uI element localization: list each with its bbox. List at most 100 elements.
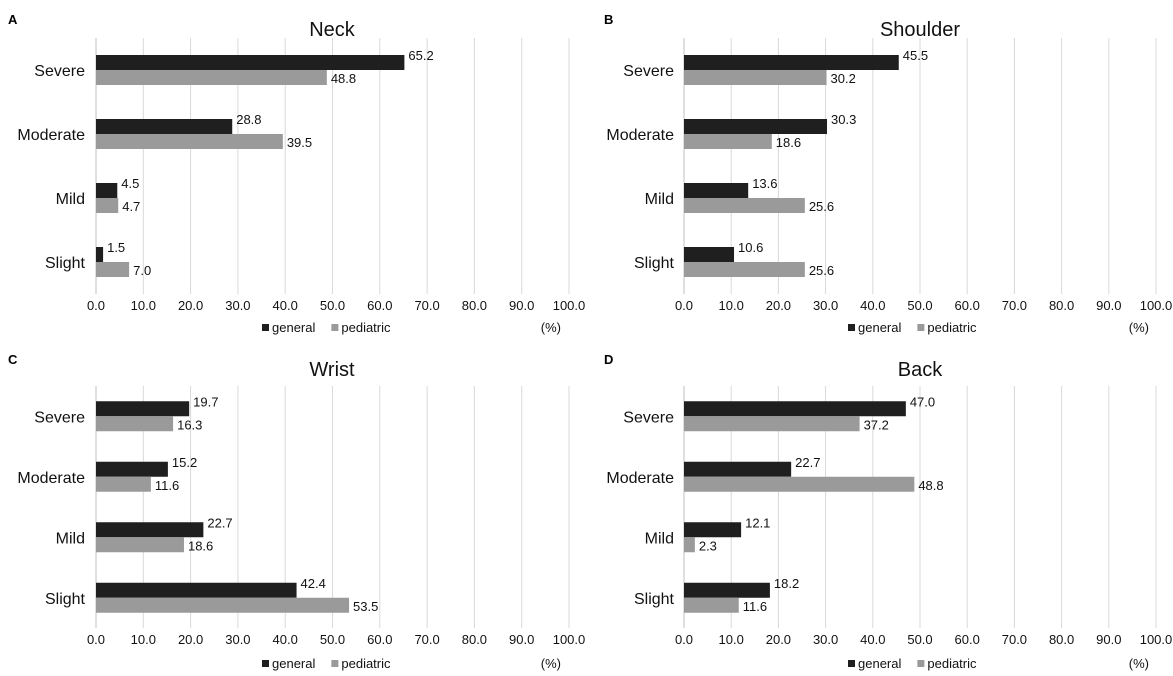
x-tick-label: 10.0 [719,632,744,647]
data-label-general: 1.5 [107,240,125,255]
bar-general-slight [684,582,770,598]
legend-label-general: general [858,656,901,671]
bar-pediatric-mild [96,198,119,213]
bar-pediatric-slight [684,262,805,277]
category-label: Moderate [606,470,674,487]
data-label-general: 28.8 [236,112,261,127]
legend-label-pediatric: pediatric [927,656,977,671]
panel-letter: B [604,12,613,27]
legend-swatch-general [262,660,269,667]
x-tick-label: 90.0 [1096,632,1121,647]
x-tick-label: 20.0 [766,632,791,647]
x-tick-label: 70.0 [414,632,439,647]
data-label-pediatric: 39.5 [287,135,312,150]
data-label-pediatric: 48.8 [331,71,356,86]
x-tick-label: 20.0 [178,632,203,647]
x-tick-label: 40.0 [273,632,298,647]
bar-general-slight [684,247,735,262]
legend-label-general: general [858,320,901,335]
data-label-pediatric: 11.6 [155,478,179,493]
bar-pediatric-slight [96,597,350,613]
x-tick-label: 10.0 [131,632,156,647]
x-tick-label: 30.0 [225,298,250,313]
data-label-general: 30.3 [831,112,856,127]
x-tick-label: 40.0 [273,298,298,313]
category-label: Slight [45,255,86,272]
chart-title: Wrist [309,359,355,381]
legend-label-pediatric: pediatric [341,656,391,671]
x-tick-label: 50.0 [320,632,345,647]
legend-swatch-general [848,324,855,331]
category-label: Mild [56,530,85,547]
x-tick-label: 100.0 [553,632,586,647]
x-tick-label: 100.0 [553,298,586,313]
category-label: Severe [623,63,674,80]
bar-general-mild [684,522,742,538]
chart-title: Back [898,359,943,381]
x-tick-label: 20.0 [178,298,203,313]
x-tick-label: 80.0 [462,298,487,313]
bar-general-severe [96,401,190,417]
unit-label: (%) [541,656,561,671]
bar-general-moderate [96,119,233,134]
data-label-pediatric: 18.6 [776,135,801,150]
x-tick-label: 60.0 [367,298,392,313]
bar-pediatric-mild [684,537,695,553]
panel-letter: C [8,352,18,367]
legend-label-general: general [272,656,315,671]
bar-pediatric-moderate [96,476,151,492]
chart-title: Neck [309,19,356,41]
data-label-general: 18.2 [774,576,799,591]
x-tick-label: 90.0 [509,298,534,313]
legend-swatch-pediatric [331,660,339,667]
legend-swatch-general [848,660,855,667]
bar-general-moderate [684,119,828,134]
data-label-general: 65.2 [408,48,433,63]
category-label: Slight [45,591,86,608]
category-label: Mild [645,191,674,208]
x-tick-label: 50.0 [907,632,932,647]
data-label-general: 45.5 [903,48,928,63]
category-label: Mild [56,191,85,208]
data-label-pediatric: 4.7 [122,199,140,214]
data-label-general: 4.5 [121,176,139,191]
bar-pediatric-severe [684,70,827,85]
bar-general-severe [96,55,405,70]
data-label-pediatric: 53.5 [353,599,378,614]
category-label: Slight [634,255,675,272]
x-tick-label: 30.0 [225,632,250,647]
unit-label: (%) [541,320,561,335]
data-label-pediatric: 25.6 [809,199,834,214]
category-label: Moderate [17,470,85,487]
bar-pediatric-moderate [684,134,772,149]
data-label-pediatric: 48.8 [918,478,943,493]
panel-wrist: C Wrist 0.0 10.0 20.0 30.0 40.0 50.0 60.0 70.0 80.… [8,352,585,671]
panel-shoulder: B Shoulder 0.0 10.0 20.0 30.0 40.0 50.0 60.0 70.0… [604,12,1172,335]
x-tick-label: 10.0 [131,298,156,313]
data-label-general: 13.6 [752,176,777,191]
data-label-general: 22.7 [207,515,232,530]
data-label-pediatric: 11.6 [743,599,767,614]
x-tick-label: 80.0 [1049,298,1074,313]
x-tick-label: 100.0 [1140,298,1173,313]
legend-label-pediatric: pediatric [927,320,977,335]
x-tick-label: 20.0 [766,298,791,313]
bar-general-moderate [684,461,792,477]
data-label-pediatric: 16.3 [177,417,202,432]
bar-general-mild [96,183,118,198]
x-tick-label: 10.0 [719,298,744,313]
panel-letter: D [604,352,613,367]
unit-label: (%) [1129,320,1149,335]
bar-pediatric-moderate [684,476,915,492]
x-tick-label: 0.0 [675,632,693,647]
bar-general-severe [684,55,899,70]
category-label: Moderate [17,127,85,144]
x-tick-label: 60.0 [955,632,980,647]
category-label: Mild [645,530,674,547]
x-tick-label: 70.0 [414,298,439,313]
bar-general-severe [684,401,906,417]
x-tick-label: 80.0 [1049,632,1074,647]
x-tick-label: 60.0 [955,298,980,313]
bar-general-mild [684,183,749,198]
data-label-pediatric: 18.6 [188,538,213,553]
